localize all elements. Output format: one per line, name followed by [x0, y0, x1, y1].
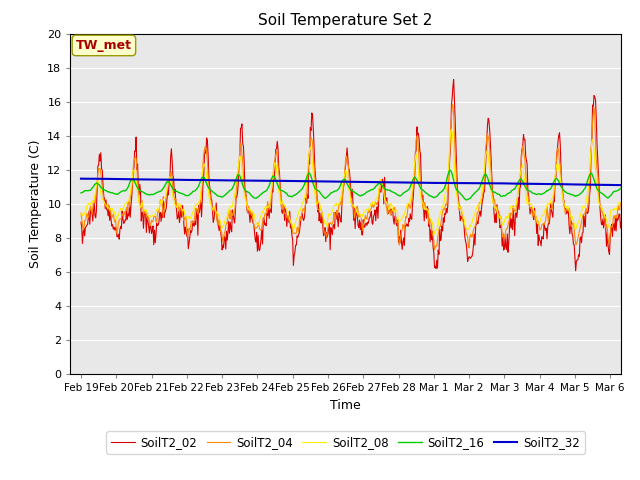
SoilT2_08: [77, 211, 85, 217]
SoilT2_32: [421, 180, 429, 186]
SoilT2_32: [296, 178, 304, 184]
SoilT2_32: [143, 177, 151, 182]
SoilT2_02: [454, 183, 461, 189]
SoilT2_16: [77, 190, 85, 196]
Line: SoilT2_08: SoilT2_08: [81, 130, 640, 234]
SoilT2_16: [296, 188, 304, 194]
SoilT2_16: [462, 197, 470, 203]
SoilT2_04: [247, 211, 255, 216]
SoilT2_32: [452, 180, 460, 186]
Y-axis label: Soil Temperature (C): Soil Temperature (C): [29, 140, 42, 268]
SoilT2_16: [143, 192, 151, 197]
SoilT2_02: [572, 268, 579, 274]
SoilT2_02: [275, 165, 282, 170]
SoilT2_16: [454, 188, 461, 193]
SoilT2_08: [431, 231, 438, 237]
SoilT2_04: [431, 247, 438, 252]
SoilT2_08: [143, 211, 151, 216]
SoilT2_16: [275, 184, 282, 190]
Line: SoilT2_02: SoilT2_02: [81, 80, 640, 271]
SoilT2_32: [247, 178, 255, 183]
SoilT2_08: [447, 127, 455, 132]
Legend: SoilT2_02, SoilT2_04, SoilT2_08, SoilT2_16, SoilT2_32: SoilT2_02, SoilT2_04, SoilT2_08, SoilT2_…: [106, 431, 585, 454]
SoilT2_02: [247, 210, 255, 216]
SoilT2_04: [77, 210, 85, 216]
SoilT2_08: [454, 201, 462, 206]
Line: SoilT2_04: SoilT2_04: [81, 105, 640, 250]
SoilT2_04: [143, 215, 151, 220]
SoilT2_04: [421, 200, 429, 205]
SoilT2_32: [637, 182, 640, 188]
SoilT2_16: [446, 168, 454, 173]
SoilT2_04: [449, 102, 456, 108]
Text: TW_met: TW_met: [76, 39, 132, 52]
SoilT2_02: [143, 210, 151, 216]
SoilT2_02: [296, 224, 304, 230]
Line: SoilT2_16: SoilT2_16: [81, 170, 640, 200]
SoilT2_04: [454, 199, 462, 204]
SoilT2_04: [296, 214, 304, 219]
SoilT2_08: [247, 207, 255, 213]
SoilT2_02: [450, 77, 458, 83]
SoilT2_02: [77, 219, 85, 225]
SoilT2_32: [275, 178, 282, 184]
SoilT2_08: [275, 187, 282, 193]
Line: SoilT2_32: SoilT2_32: [81, 179, 640, 185]
SoilT2_02: [421, 207, 429, 213]
SoilT2_04: [275, 168, 282, 174]
SoilT2_16: [247, 192, 255, 198]
Title: Soil Temperature Set 2: Soil Temperature Set 2: [259, 13, 433, 28]
SoilT2_32: [77, 176, 85, 181]
SoilT2_08: [421, 206, 429, 212]
X-axis label: Time: Time: [330, 399, 361, 412]
SoilT2_08: [296, 207, 304, 213]
SoilT2_16: [421, 189, 429, 195]
